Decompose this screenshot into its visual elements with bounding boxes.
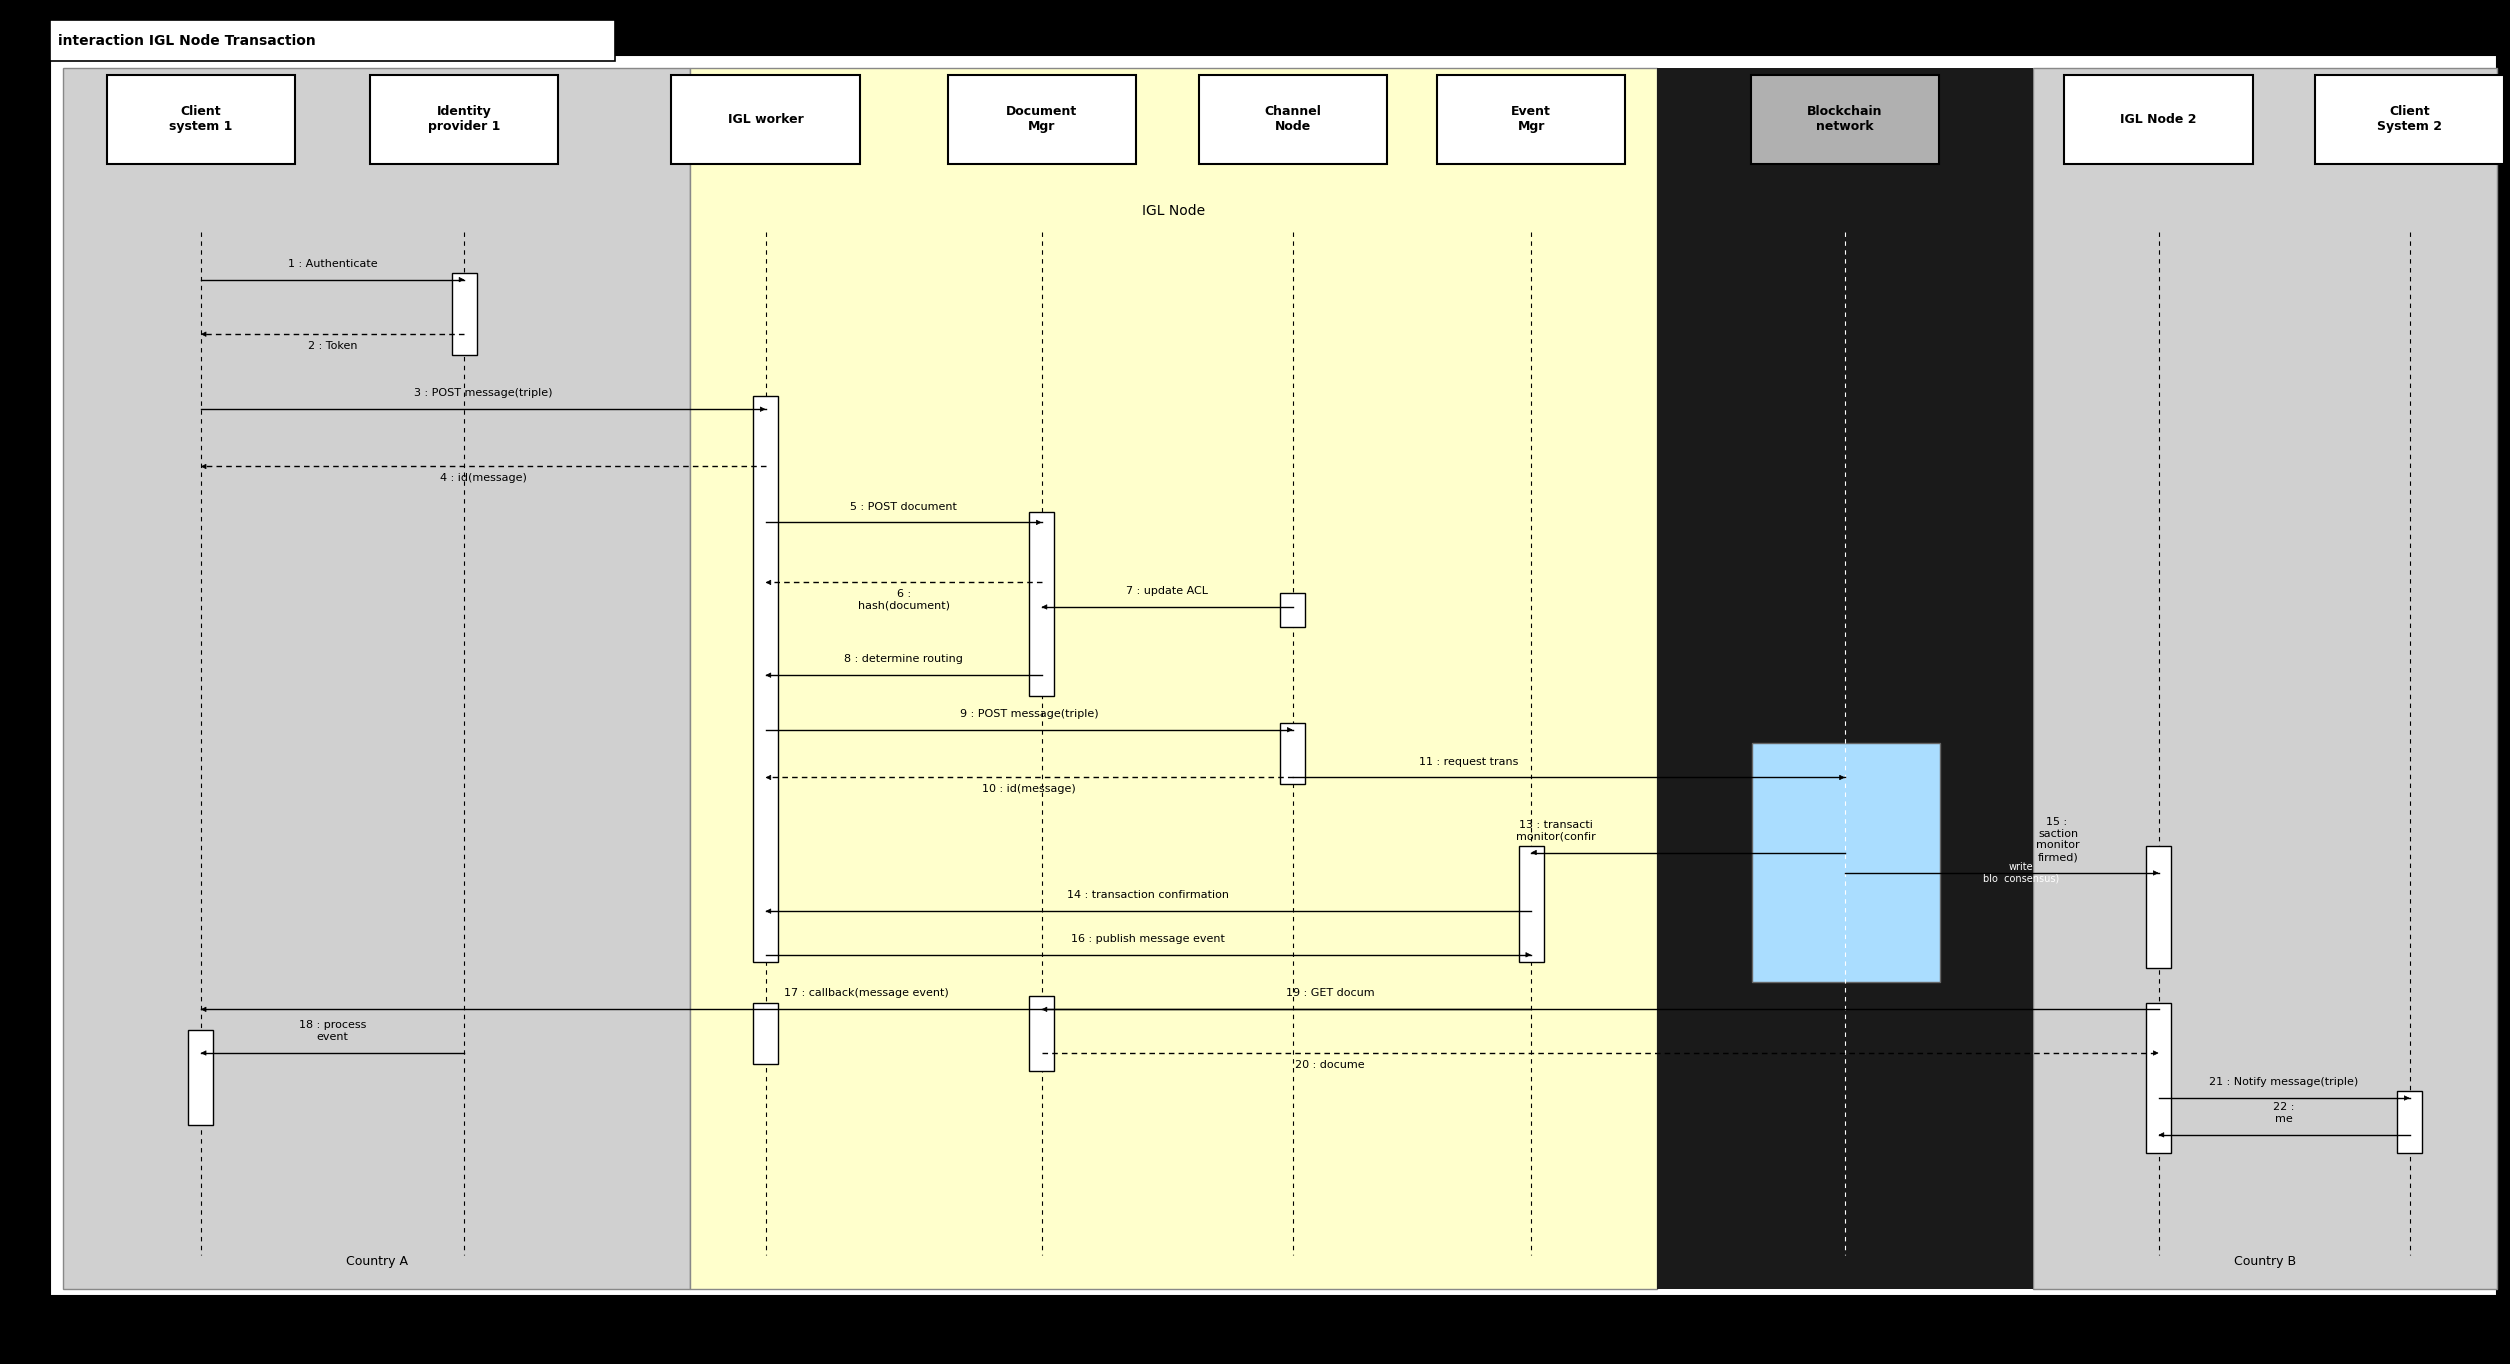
Text: Identity
provider 1: Identity provider 1 xyxy=(429,105,499,134)
Text: 15 : 
saction
monitor
firmed): 15 : saction monitor firmed) xyxy=(2036,817,2081,862)
Bar xyxy=(50,20,615,61)
Text: 21 : Notify message(triple): 21 : Notify message(triple) xyxy=(2209,1078,2359,1087)
Bar xyxy=(63,68,690,1289)
Text: Document
Mgr: Document Mgr xyxy=(1007,105,1077,134)
Bar xyxy=(1029,512,1054,696)
Bar xyxy=(188,1030,213,1125)
Text: interaction IGL Node Transaction: interaction IGL Node Transaction xyxy=(58,34,316,48)
Text: 5 : POST document: 5 : POST document xyxy=(851,502,956,512)
Text: 16 : publish message event: 16 : publish message event xyxy=(1072,934,1225,944)
Text: Blockchain
network: Blockchain network xyxy=(1807,105,1882,134)
Text: 8 : determine routing: 8 : determine routing xyxy=(843,655,964,664)
Text: 18 : process
event: 18 : process event xyxy=(299,1020,366,1042)
Text: 22 :
me: 22 : me xyxy=(2274,1102,2294,1124)
Bar xyxy=(1029,996,1054,1071)
Text: 13 : transacti
monitor(confir: 13 : transacti monitor(confir xyxy=(1516,820,1596,842)
Text: 10 : id(message): 10 : id(message) xyxy=(981,784,1077,794)
Bar xyxy=(1752,75,1938,164)
Text: Channel
Node: Channel Node xyxy=(1265,105,1320,134)
Bar xyxy=(673,75,858,164)
Text: 6 :
hash(document): 6 : hash(document) xyxy=(858,589,949,611)
Bar xyxy=(753,1003,778,1064)
Text: 1 : Authenticate: 1 : Authenticate xyxy=(289,259,376,269)
Bar xyxy=(2314,75,2505,164)
Bar xyxy=(2063,75,2254,164)
Text: IGL worker: IGL worker xyxy=(728,113,803,125)
Bar xyxy=(452,273,477,355)
Text: 3 : POST message(triple): 3 : POST message(triple) xyxy=(414,389,552,398)
Bar xyxy=(1280,593,1305,627)
Bar xyxy=(753,396,778,962)
Bar xyxy=(2397,1091,2422,1153)
Text: 19 : GET docum: 19 : GET docum xyxy=(1285,989,1375,998)
Text: Client
system 1: Client system 1 xyxy=(168,105,233,134)
Text: Country B: Country B xyxy=(2234,1255,2297,1269)
Text: Country A: Country A xyxy=(346,1255,407,1269)
Text: write
blo  consensus): write blo consensus) xyxy=(1983,862,2058,884)
Text: Event
Mgr: Event Mgr xyxy=(1511,105,1551,134)
Text: 2 : Token: 2 : Token xyxy=(309,341,356,351)
Text: Client
System 2: Client System 2 xyxy=(2377,105,2442,134)
Bar xyxy=(2033,68,2497,1289)
Bar xyxy=(105,75,294,164)
Bar xyxy=(1519,846,1544,962)
Bar xyxy=(949,75,1137,164)
Bar xyxy=(2146,1003,2171,1153)
Text: 20 : docume: 20 : docume xyxy=(1295,1060,1365,1069)
Bar xyxy=(1657,68,2033,1289)
Bar xyxy=(2146,846,2171,968)
Text: 11 : request trans: 11 : request trans xyxy=(1418,757,1519,767)
Text: 4 : id(message): 4 : id(message) xyxy=(439,473,527,483)
Bar xyxy=(1280,723,1305,784)
Bar xyxy=(1752,743,1940,982)
Bar xyxy=(690,68,1657,1289)
Text: IGL Node 2: IGL Node 2 xyxy=(2121,113,2196,125)
Bar xyxy=(1200,75,1388,164)
Text: 9 : POST message(triple): 9 : POST message(triple) xyxy=(959,709,1099,719)
Text: 7 : update ACL: 7 : update ACL xyxy=(1127,587,1207,596)
Bar xyxy=(371,75,557,164)
Text: 17 : callback(message event): 17 : callback(message event) xyxy=(783,989,949,998)
Text: 14 : transaction confirmation: 14 : transaction confirmation xyxy=(1067,891,1230,900)
Text: IGL Node: IGL Node xyxy=(1142,205,1205,218)
Bar xyxy=(1436,75,1626,164)
